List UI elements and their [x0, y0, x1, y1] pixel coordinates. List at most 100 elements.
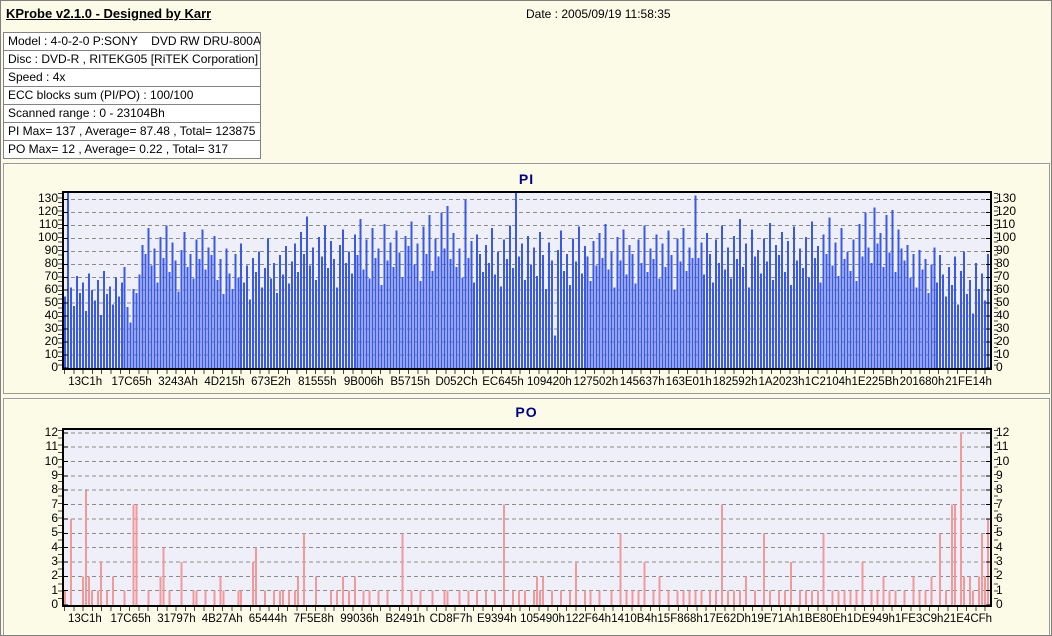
pi-ytick-label: 50 — [996, 295, 1010, 310]
pi-ytick-label: 40 — [996, 308, 1010, 323]
po-xtick-label: 17E62Dh — [703, 613, 751, 625]
po-ytick-label: 10 — [44, 453, 58, 468]
pi-ytick-label: 130 — [996, 191, 1017, 206]
pi-xtick-label: 163E01h — [665, 376, 712, 388]
pi-chart-panel: PI 0 10 20 30 40 50 60 70 80 90 100 110 120 130 0 10 20… — [3, 163, 1050, 394]
po-ytick-label: 9 — [996, 467, 1003, 482]
pi-ytick-label: 90 — [44, 243, 58, 258]
po-yaxis-minor-ticks-right — [994, 430, 998, 605]
pi-xtick-label: 9B006h — [343, 376, 384, 388]
po-ytick-label: 2 — [996, 568, 1003, 583]
po-xtick-label: B2491h — [385, 613, 426, 625]
po-ytick-label: 8 — [51, 482, 58, 497]
pi-ytick-label: 0 — [51, 360, 58, 374]
pi-ytick-label: 80 — [44, 256, 58, 271]
pi-xtick-label: 17C65h — [111, 376, 152, 388]
po-ytick-label: 12 — [44, 424, 58, 439]
po-xtick-label: 13C1h — [67, 613, 102, 625]
info-row-po-stats: PO Max= 12 , Average= 0.22 , Total= 317 — [4, 141, 260, 158]
po-xtick-label: 122F64h — [565, 613, 611, 625]
po-ytick-label: 7 — [51, 496, 58, 511]
po-yaxis-labels-left: 0 1 2 3 4 5 6 7 8 9 10 11 12 — [22, 399, 58, 635]
pi-xtick-label: 3243Ah — [158, 376, 198, 388]
po-ytick-label: 9 — [51, 467, 58, 482]
pi-xaxis-labels: 13C1h 17C65h 3243Ah 4D215h 673E2h 81555h 9B006… — [62, 376, 992, 388]
po-ytick-label: 5 — [51, 525, 58, 540]
po-ytick-label: 4 — [51, 539, 58, 554]
pi-ytick-label: 60 — [996, 282, 1010, 297]
po-chart-title: PO — [515, 404, 538, 420]
po-ytick-label: 0 — [996, 597, 1003, 611]
po-xtick-label: E9394h — [476, 613, 517, 625]
pi-xtick-label: 201680h — [899, 376, 945, 388]
po-ytick-label: 12 — [996, 424, 1010, 439]
po-ytick-label: 4 — [996, 539, 1003, 554]
po-xtick-label: 99036h — [340, 613, 379, 625]
po-ytick-label: 1 — [51, 582, 58, 597]
pi-bars-chart — [64, 193, 990, 368]
pi-xaxis-ticks — [64, 370, 990, 374]
po-ytick-label: 1 — [996, 582, 1003, 597]
po-ytick-label: 5 — [996, 525, 1003, 540]
po-ytick-label: 6 — [51, 510, 58, 525]
pi-xtick-label: 21FE14h — [945, 376, 992, 388]
info-row-pi-stats: PI Max= 137 , Average= 87.48 , Total= 12… — [4, 123, 260, 141]
pi-xtick-label: 673E2h — [251, 376, 291, 388]
po-xaxis-labels: 13C1h 17C65h 31797h 4B27Ah 65444h 7F5E8h 99036… — [62, 613, 992, 625]
po-xtick-label: 19E71Ah — [750, 613, 799, 625]
pi-ytick-label: 110 — [38, 217, 58, 232]
po-xtick-label: 31797h — [157, 613, 196, 625]
po-ytick-label: 10 — [996, 453, 1010, 468]
pi-xtick-label: EC645h — [482, 376, 524, 388]
pi-ytick-label: 40 — [44, 308, 58, 323]
pi-ytick-label: 110 — [996, 217, 1016, 232]
app-title: KProbe v2.1.0 - Designed by Karr — [6, 6, 212, 21]
po-yaxis-labels-right: 0 1 2 3 4 5 6 7 8 9 10 11 12 — [996, 399, 1036, 635]
po-ytick-label: 0 — [51, 597, 58, 611]
po-xtick-label: 15F868h — [657, 613, 703, 625]
pi-xtick-label: 182592h — [712, 376, 758, 388]
po-ytick-label: 3 — [996, 553, 1003, 568]
pi-ytick-label: 20 — [44, 334, 58, 349]
pi-yaxis-minor-ticks-right — [994, 193, 998, 368]
scan-info-panel: Model : 4-0-2-0 P:SONY DVD RW DRU-800A K… — [3, 32, 261, 159]
pi-ytick-label: 0 — [996, 360, 1003, 374]
pi-ytick-label: 120 — [996, 204, 1017, 219]
pi-xtick-label: 13C1h — [68, 376, 103, 388]
pi-xtick-label: D052Ch — [435, 376, 478, 388]
pi-yaxis-labels-left: 0 10 20 30 40 50 60 70 80 90 100 110 120 130 — [22, 164, 58, 393]
po-plot-area — [62, 428, 992, 607]
po-yaxis-minor-ticks-left — [58, 430, 62, 605]
scan-date: Date : 2005/09/19 11:58:35 — [526, 7, 671, 21]
pi-ytick-label: 30 — [996, 321, 1010, 336]
po-xaxis-ticks — [64, 607, 990, 611]
po-ytick-label: 8 — [996, 482, 1003, 497]
po-ytick-label: 3 — [51, 553, 58, 568]
pi-ytick-label: 80 — [996, 256, 1010, 271]
info-row-ecc: ECC blocks sum (PI/PO) : 100/100 — [4, 87, 260, 105]
po-xtick-label: 21E4CFh — [943, 613, 993, 625]
pi-ytick-label: 60 — [44, 282, 58, 297]
pi-ytick-label: 10 — [44, 347, 58, 362]
po-xtick-label: CD8F7h — [429, 613, 473, 625]
pi-ytick-label: 70 — [44, 269, 58, 284]
pi-xtick-label: 4D215h — [204, 376, 245, 388]
pi-xtick-label: 1A2023h — [758, 376, 805, 388]
po-ytick-label: 6 — [996, 510, 1003, 525]
pi-yaxis-minor-ticks-left — [58, 193, 62, 368]
po-ytick-label: 11 — [45, 439, 58, 454]
po-xtick-label: 4B27Ah — [201, 613, 243, 625]
pi-plot-area — [62, 191, 992, 370]
pi-xtick-label: 109420h — [527, 376, 572, 388]
pi-ytick-label: 30 — [44, 321, 58, 336]
pi-ytick-label: 90 — [996, 243, 1010, 258]
pi-xtick-label: 127502h — [573, 376, 619, 388]
po-xtick-label: 7F5E8h — [293, 613, 334, 625]
pi-ytick-label: 100 — [996, 230, 1017, 245]
pi-xtick-label: 1E225Bh — [851, 376, 899, 388]
po-xtick-label: 1BE80Eh — [798, 613, 847, 625]
po-ytick-label: 7 — [996, 496, 1003, 511]
po-ytick-label: 2 — [51, 568, 58, 583]
pi-xtick-label: 145637h — [619, 376, 665, 388]
po-xtick-label: 1FE3C9h — [894, 613, 944, 625]
